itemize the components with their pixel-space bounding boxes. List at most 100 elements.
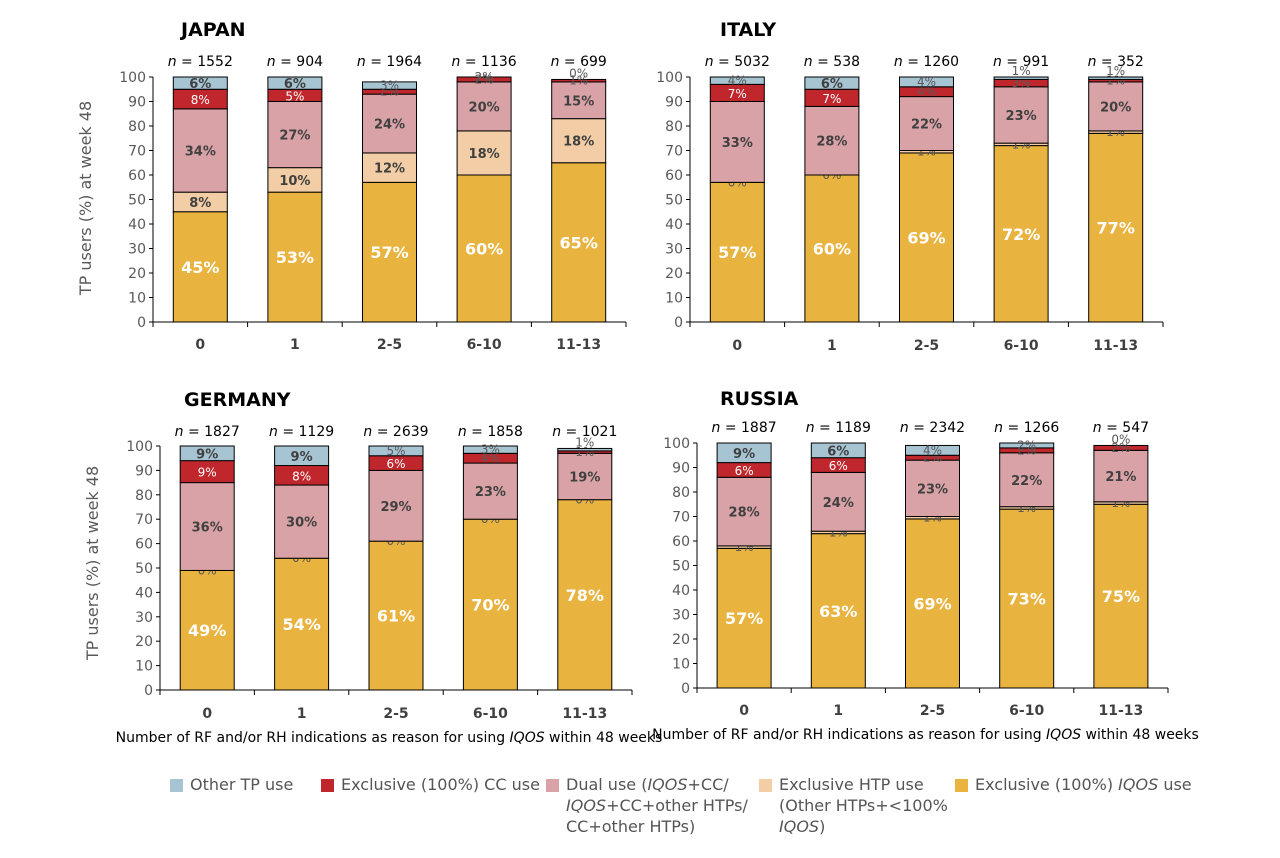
japan-bar-other-tp-0 xyxy=(172,76,228,90)
russia-bar-dual-use-1 xyxy=(810,471,866,532)
japan-data-label-other-tp-2-5: 3% xyxy=(380,79,399,93)
germany-y-tick-label: 100 xyxy=(126,439,153,455)
germany-data-label-dual-use-2-5: 29% xyxy=(380,500,411,515)
japan-n-label-1: n = 904 xyxy=(267,54,323,70)
russia-data-label-dual-use-2-5: 23% xyxy=(917,482,948,497)
russia-y-tick-label: 90 xyxy=(672,461,690,477)
japan-data-label-dual-use-1: 27% xyxy=(279,129,310,144)
russia-data-label-other-tp-11-13: 0% xyxy=(1111,432,1130,446)
legend-item-other-tp: Other TP use xyxy=(170,774,293,795)
germany-data-label-dual-use-11-13: 19% xyxy=(569,471,600,486)
japan-data-label-exclusive-htp-6-10: 18% xyxy=(469,147,500,162)
japan-bar-exclusive-cc-6-10 xyxy=(456,76,512,83)
japan-y-tick-label: 60 xyxy=(128,168,146,184)
italy-data-label-exclusive-cc-1: 7% xyxy=(822,92,841,106)
italy-bar-other-tp-2-5 xyxy=(899,76,954,88)
germany-bar-other-tp-1 xyxy=(274,445,330,467)
germany-bar-exclusive-iqos-11-13 xyxy=(557,499,613,691)
germany-data-label-dual-use-1: 30% xyxy=(286,516,317,531)
japan-data-label-other-tp-1: 6% xyxy=(284,77,306,92)
n-symbol: n xyxy=(267,54,276,70)
italy-y-tick-label: 90 xyxy=(665,95,683,111)
n-value: = 1189 xyxy=(815,420,871,436)
germany-data-label-other-tp-6-10: 3% xyxy=(481,443,500,457)
russia-n-label-11-13: n = 547 xyxy=(1093,420,1149,436)
japan-data-label-dual-use-0: 34% xyxy=(185,145,216,160)
russia-bar-exclusive-cc-11-13 xyxy=(1093,444,1149,451)
japan-bar-exclusive-iqos-1 xyxy=(267,191,323,323)
italy-y-tick-label: 20 xyxy=(665,266,683,282)
japan-y-tick-label: 20 xyxy=(128,266,146,282)
legend: Other TP use Exclusive (100%) CC use Dua… xyxy=(0,774,1280,854)
japan-data-label-exclusive-iqos-11-13: 65% xyxy=(560,233,598,252)
japan-data-label-exclusive-iqos-6-10: 60% xyxy=(465,240,503,259)
japan-data-label-exclusive-iqos-1: 53% xyxy=(276,248,314,267)
germany-data-label-exclusive-iqos-6-10: 70% xyxy=(471,596,509,615)
italy-bar-exclusive-iqos-1 xyxy=(804,174,860,323)
japan-data-label-other-tp-6-10: 2% xyxy=(475,70,494,84)
russia-data-label-exclusive-cc-11-13: 2% xyxy=(1111,441,1130,455)
n-value: = 1887 xyxy=(720,420,776,436)
russia-data-label-dual-use-11-13: 21% xyxy=(1105,470,1136,485)
japan-y-tick-label: 30 xyxy=(128,242,146,258)
japan-y-tick-label: 40 xyxy=(128,217,146,233)
italy-x-tick-label-11-13: 11-13 xyxy=(1093,338,1138,354)
japan-data-label-exclusive-cc-1: 5% xyxy=(285,89,304,103)
italy-data-label-exclusive-cc-0: 7% xyxy=(728,87,747,101)
n-value: = 991 xyxy=(1002,54,1049,70)
germany-data-label-dual-use-0: 36% xyxy=(192,521,223,536)
legend-label-dual-use: Dual use (IQOS+CC/IQOS+CC+other HTPs/CC+… xyxy=(566,774,748,837)
japan-x-tick-label-2-5: 2-5 xyxy=(377,337,402,353)
russia-data-label-exclusive-iqos-1: 63% xyxy=(819,602,857,621)
legend-text-part: Other TP use xyxy=(190,775,294,794)
n-value: = 1021 xyxy=(561,424,617,440)
n-symbol: n xyxy=(1093,420,1102,436)
japan-y-tick-label: 10 xyxy=(128,291,146,307)
n-value: = 1827 xyxy=(184,424,240,440)
legend-text-part: use xyxy=(1158,775,1192,794)
germany-data-label-dual-use-6-10: 23% xyxy=(475,485,506,500)
legend-item-exclusive-cc: Exclusive (100%) CC use xyxy=(321,774,540,795)
italy-bar-other-tp-0 xyxy=(709,76,765,85)
japan-bar-dual-use-1 xyxy=(267,101,323,169)
japan-data-label-other-tp-11-13: 0% xyxy=(569,66,588,80)
japan-data-label-dual-use-2-5: 24% xyxy=(374,118,405,133)
germany-y-tick-label: 20 xyxy=(135,634,153,650)
germany-n-label-0: n = 1827 xyxy=(175,424,240,440)
italy-data-label-other-tp-1: 6% xyxy=(821,77,843,92)
japan-data-label-exclusive-htp-1: 10% xyxy=(279,174,310,189)
germany-x-tick-label-1: 1 xyxy=(297,706,307,722)
japan-data-label-exclusive-cc-6-10: 2% xyxy=(475,72,494,86)
russia-data-label-dual-use-1: 24% xyxy=(823,496,854,511)
italy-y-tick-label: 0 xyxy=(674,315,683,331)
japan-n-label-6-10: n = 1136 xyxy=(452,54,517,70)
germany-y-tick-label: 70 xyxy=(135,512,153,528)
japan-data-label-exclusive-cc-0: 8% xyxy=(191,93,210,107)
germany-y-tick-label: 0 xyxy=(144,683,153,699)
legend-swatch-other-tp xyxy=(170,779,183,792)
italy-bar-dual-use-6-10 xyxy=(993,86,1049,144)
russia-data-label-exclusive-cc-1: 6% xyxy=(829,459,848,473)
italy-data-label-dual-use-2-5: 22% xyxy=(911,118,942,133)
italy-data-label-exclusive-iqos-0: 57% xyxy=(718,243,756,262)
japan-bar-other-tp-1 xyxy=(267,76,323,90)
n-symbol: n xyxy=(552,424,561,440)
japan-bar-exclusive-iqos-11-13 xyxy=(551,162,607,323)
germany-x-tick-label-11-13: 11-13 xyxy=(562,706,607,722)
xlabel-part: IQOS xyxy=(1046,727,1081,743)
japan-data-label-exclusive-iqos-0: 45% xyxy=(181,258,219,277)
germany-data-label-exclusive-cc-6-10: 4% xyxy=(481,451,500,465)
n-symbol: n xyxy=(175,424,184,440)
russia-data-label-other-tp-2-5: 4% xyxy=(923,443,942,457)
germany-data-label-exclusive-cc-0: 9% xyxy=(198,466,217,480)
legend-text-part: Exclusive (100%) xyxy=(975,775,1119,794)
japan-data-label-exclusive-htp-0: 8% xyxy=(189,196,211,211)
legend-swatch-exclusive-iqos xyxy=(955,779,968,792)
japan-x-tick-label-6-10: 6-10 xyxy=(467,337,502,353)
japan-n-label-2-5: n = 1964 xyxy=(357,54,422,70)
germany-y-tick-label: 30 xyxy=(135,610,153,626)
germany-data-label-exclusive-cc-2-5: 6% xyxy=(386,457,405,471)
italy-data-label-other-tp-0: 4% xyxy=(728,74,747,88)
italy-y-tick-label: 40 xyxy=(665,217,683,233)
